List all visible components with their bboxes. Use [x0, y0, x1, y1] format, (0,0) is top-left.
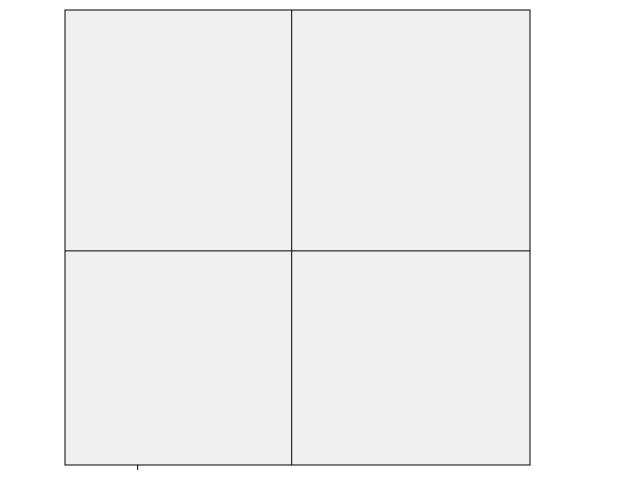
scatter-chart	[0, 0, 629, 504]
